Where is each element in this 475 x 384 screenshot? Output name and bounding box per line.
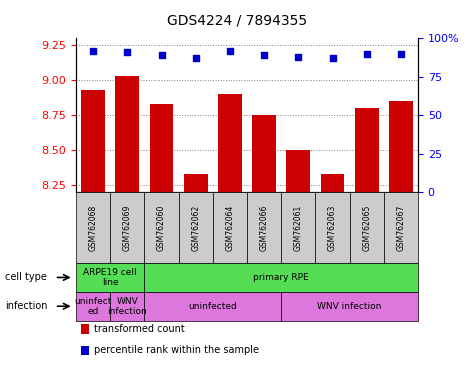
- Bar: [321, 174, 344, 192]
- Bar: [115, 76, 139, 192]
- Text: primary RPE: primary RPE: [253, 273, 309, 282]
- Text: GSM762069: GSM762069: [123, 204, 132, 251]
- Bar: [252, 115, 276, 192]
- Text: cell type: cell type: [5, 272, 47, 283]
- Text: infection: infection: [5, 301, 47, 311]
- Text: uninfect
ed: uninfect ed: [75, 296, 112, 316]
- Text: GSM762061: GSM762061: [294, 204, 303, 251]
- Point: [363, 51, 371, 57]
- Text: GSM762066: GSM762066: [260, 204, 268, 251]
- Text: percentile rank within the sample: percentile rank within the sample: [94, 345, 259, 356]
- Bar: [81, 90, 105, 192]
- Text: uninfected: uninfected: [189, 302, 237, 311]
- Text: WNV infection: WNV infection: [317, 302, 382, 311]
- Point: [294, 54, 302, 60]
- Text: GSM762065: GSM762065: [362, 204, 371, 251]
- Text: GDS4224 / 7894355: GDS4224 / 7894355: [167, 13, 308, 27]
- Text: WNV
infection: WNV infection: [107, 296, 147, 316]
- Point: [158, 52, 165, 58]
- Bar: [150, 104, 173, 192]
- Bar: [389, 101, 413, 192]
- Bar: [184, 174, 208, 192]
- Text: ARPE19 cell
line: ARPE19 cell line: [84, 268, 137, 287]
- Text: GSM762064: GSM762064: [226, 204, 234, 251]
- Text: GSM762067: GSM762067: [397, 204, 405, 251]
- Point: [397, 51, 405, 57]
- Point: [89, 48, 97, 54]
- Point: [192, 55, 200, 61]
- Bar: [218, 94, 242, 192]
- Point: [260, 52, 268, 58]
- Bar: [286, 150, 310, 192]
- Text: GSM762062: GSM762062: [191, 204, 200, 251]
- Point: [124, 49, 131, 55]
- Text: GSM762068: GSM762068: [89, 204, 97, 251]
- Text: transformed count: transformed count: [94, 324, 185, 334]
- Point: [329, 55, 336, 61]
- Point: [226, 48, 234, 54]
- Text: GSM762060: GSM762060: [157, 204, 166, 251]
- Text: GSM762063: GSM762063: [328, 204, 337, 251]
- Bar: [355, 108, 379, 192]
